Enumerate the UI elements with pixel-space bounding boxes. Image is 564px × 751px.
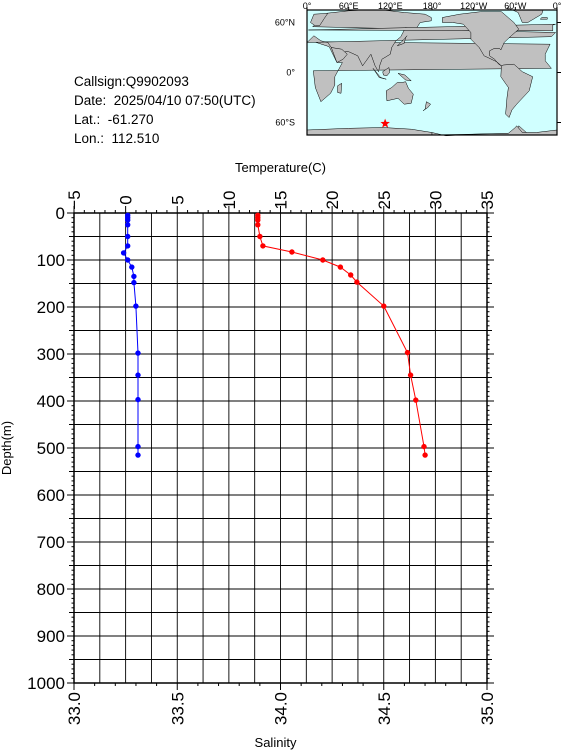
salinity-point bbox=[135, 396, 141, 403]
temperature-point bbox=[422, 452, 428, 458]
map-lat-label: 60°S bbox=[275, 118, 295, 128]
salinity-point bbox=[131, 279, 137, 286]
salinity-point bbox=[131, 273, 137, 280]
salinity-point bbox=[129, 264, 135, 270]
temperature-line bbox=[257, 215, 426, 456]
land-shape bbox=[385, 81, 414, 105]
callsign-text: Callsign:Q9902093 bbox=[74, 74, 189, 89]
temperature-tick-label: 25 bbox=[375, 191, 394, 210]
depth-tick-label: 500 bbox=[37, 439, 65, 458]
temperature-point bbox=[404, 349, 411, 356]
temperature-tick-label: −5 bbox=[65, 190, 84, 209]
temperature-tick-label: 0 bbox=[117, 195, 136, 204]
depth-tick-label: 1000 bbox=[27, 674, 65, 693]
temperature-point bbox=[257, 233, 263, 240]
salinity-tick-label: 34.5 bbox=[375, 692, 394, 725]
land-shape bbox=[500, 63, 533, 118]
salinity-point bbox=[133, 303, 139, 309]
map-lon-label: 0° bbox=[553, 1, 562, 11]
land-shape bbox=[331, 47, 348, 63]
map-lat-label: 60°N bbox=[275, 18, 295, 28]
salinity-point bbox=[135, 443, 141, 450]
map-lon-label: 60°W bbox=[504, 1, 527, 11]
salinity-tick-label: 33.0 bbox=[65, 692, 84, 725]
temperature-point bbox=[255, 222, 261, 228]
land-shape bbox=[397, 35, 408, 47]
temperature-point bbox=[255, 217, 261, 223]
depth-tick-label: 200 bbox=[37, 298, 65, 317]
depth-tick-label: 600 bbox=[37, 486, 65, 505]
map-lat-label: 0° bbox=[286, 68, 295, 78]
temperature-point bbox=[407, 372, 414, 378]
temperature-tick-label: 20 bbox=[323, 191, 342, 210]
depth-tick-label: 400 bbox=[37, 392, 65, 411]
temperature-point bbox=[413, 397, 419, 403]
salinity-tick-label: 33.5 bbox=[168, 692, 187, 725]
temperature-point bbox=[260, 243, 266, 249]
temperature-tick-label: 10 bbox=[220, 191, 239, 210]
land-shape bbox=[442, 11, 520, 67]
map-lon-label: 0° bbox=[303, 1, 312, 11]
land-shape bbox=[422, 101, 431, 112]
depth-tick-label: 300 bbox=[37, 345, 65, 364]
temperature-tick-label: 30 bbox=[426, 191, 445, 210]
salinity-point bbox=[135, 452, 141, 458]
temperature-tick-label: 35 bbox=[478, 191, 497, 210]
map-lon-label: 120°W bbox=[460, 1, 488, 11]
salinity-point bbox=[125, 233, 131, 240]
map-lon-label: 60°E bbox=[339, 1, 359, 11]
temperature-point bbox=[421, 443, 427, 450]
salinity-point bbox=[120, 250, 127, 256]
depth-axis-label: Depth(m) bbox=[0, 421, 14, 475]
temperature-point bbox=[320, 257, 326, 263]
latitude-text: Lat.: -61.270 bbox=[74, 112, 154, 127]
depth-tick-label: 0 bbox=[56, 204, 65, 223]
map-lon-label: 120°E bbox=[378, 1, 403, 11]
temperature-point bbox=[348, 272, 354, 278]
land-shape bbox=[310, 13, 329, 27]
salinity-point bbox=[125, 257, 131, 263]
depth-tick-label: 800 bbox=[37, 580, 65, 599]
depth-tick-label: 700 bbox=[37, 533, 65, 552]
salinity-tick-label: 35.0 bbox=[478, 692, 497, 725]
temperature-tick-label: 5 bbox=[168, 195, 187, 204]
location-map: 0° 60°E 120°E 180° 120°W 60°W 0° 60°N 0° 60°S bbox=[275, 1, 562, 137]
salinity-tick-label: 34.0 bbox=[272, 692, 291, 725]
land-shape bbox=[372, 68, 387, 80]
land-shape bbox=[397, 73, 412, 82]
depth-tick-label: 100 bbox=[37, 251, 65, 270]
salinity-point bbox=[125, 222, 131, 228]
salinity-point bbox=[135, 350, 141, 356]
temperature-tick-label: 15 bbox=[272, 191, 291, 210]
land-shape bbox=[540, 17, 548, 20]
temperature-point bbox=[337, 264, 344, 270]
salinity-point bbox=[125, 217, 131, 223]
location-star-icon bbox=[380, 118, 390, 128]
temperature-point bbox=[354, 279, 360, 285]
salinity-point bbox=[135, 372, 141, 378]
map-lon-label: 180° bbox=[423, 1, 442, 11]
temperature-point bbox=[289, 249, 295, 255]
longitude-text: Lon.: 112.510 bbox=[74, 131, 160, 146]
temperature-point bbox=[381, 303, 387, 309]
date-text: Date: 2025/04/10 07:50(UTC) bbox=[74, 93, 256, 108]
land-shape bbox=[382, 67, 390, 77]
depth-tick-label: 900 bbox=[37, 627, 65, 646]
temperature-axis-label: Temperature(C) bbox=[235, 160, 326, 175]
salinity-axis-label: Salinity bbox=[255, 735, 297, 750]
profile-info: Callsign:Q9902093 Date: 2025/04/10 07:50… bbox=[74, 72, 256, 148]
salinity-point bbox=[125, 243, 131, 249]
land-shape bbox=[337, 83, 342, 94]
